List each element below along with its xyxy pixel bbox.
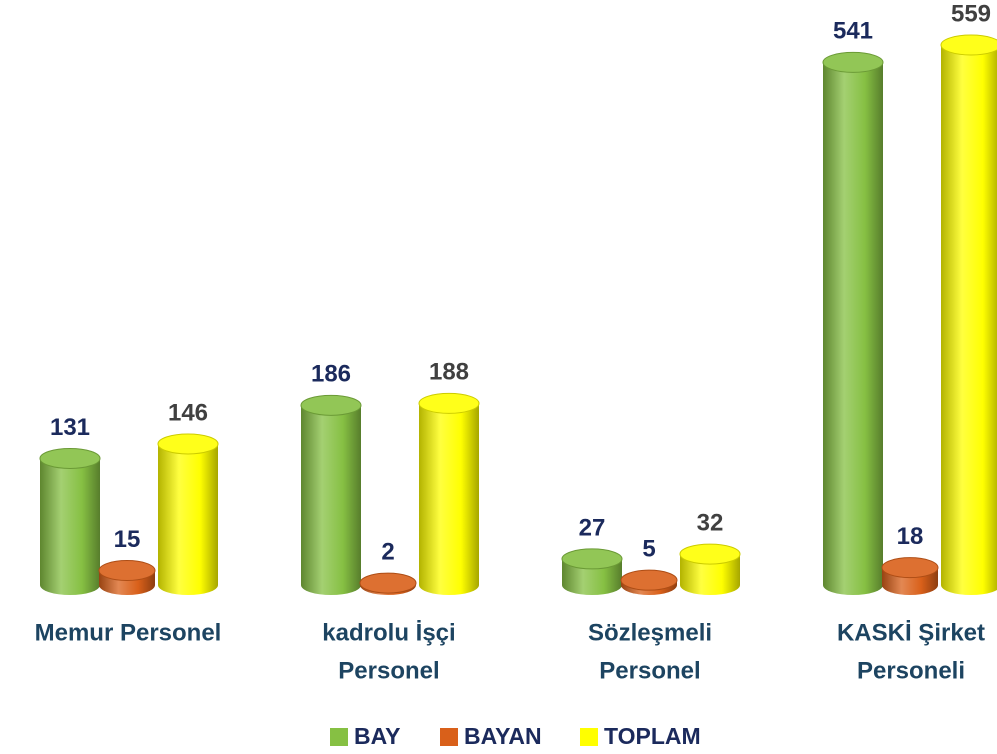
cylinder-body (941, 45, 997, 585)
category-label: Personeli (857, 657, 965, 684)
cylinder-bottom (680, 575, 740, 595)
value-label: 146 (168, 399, 208, 426)
cylinder-top (300, 394, 362, 416)
value-label: 5 (642, 536, 655, 563)
category-label: Memur Personel (35, 619, 222, 646)
cylinder-top (940, 34, 997, 56)
cylinder-bar (418, 392, 480, 595)
cylinder-top (418, 392, 480, 414)
cylinder-bottom (882, 575, 938, 595)
value-label: 186 (311, 361, 351, 388)
category-label: Personel (338, 657, 439, 684)
legend-label: BAY (354, 723, 400, 749)
cylinder-bottom (941, 575, 997, 595)
value-label: 188 (429, 359, 469, 386)
value-label: 541 (833, 18, 873, 45)
cylinder-top (157, 433, 219, 455)
cylinder-bar (940, 34, 997, 595)
cylinder-top (679, 543, 741, 565)
value-label: 559 (951, 0, 991, 27)
cylinder-top (39, 447, 101, 469)
value-label: 15 (114, 526, 141, 553)
cylinder-top (620, 569, 678, 591)
cylinder-bar (300, 394, 362, 595)
cylinder-body (419, 403, 479, 585)
cylinder-bar (822, 51, 884, 595)
cylinder-bar (561, 548, 623, 595)
cylinder-top (822, 51, 884, 73)
cylinder-bar (98, 560, 156, 595)
cylinder-bar (679, 543, 741, 595)
legend-swatch (580, 728, 598, 746)
cylinder-body (301, 405, 361, 585)
value-label: 27 (579, 514, 606, 541)
cylinder-bottom (158, 575, 218, 595)
cylinder-top (561, 548, 623, 570)
category-label: Sözleşmeli (588, 619, 712, 646)
cylinder-top (98, 560, 156, 582)
cylinder-body (40, 458, 100, 585)
cylinder-bottom (99, 575, 155, 595)
cylinder-body (823, 62, 883, 586)
cylinder-bottom (301, 575, 361, 595)
value-label: 131 (50, 414, 90, 441)
legend-swatch (440, 728, 458, 746)
cylinder-body (158, 443, 218, 585)
legend-label: TOPLAM (604, 723, 701, 749)
cylinder-bar (39, 447, 101, 595)
cylinder-top (359, 572, 417, 594)
cylinder-top (881, 557, 939, 579)
cylinder-bar (881, 557, 939, 595)
category-label: KASKİ Şirket (837, 619, 985, 646)
cylinder-bar (359, 572, 417, 595)
category-label: kadrolu İşçi (322, 619, 455, 646)
cylinder-bottom (419, 575, 479, 595)
category-label: Personel (599, 657, 700, 684)
value-label: 2 (381, 538, 394, 565)
legend-swatch (330, 728, 348, 746)
value-label: 32 (697, 509, 724, 536)
value-label: 18 (897, 523, 924, 550)
cylinder-bottom (562, 575, 622, 595)
cylinder-bar (620, 569, 678, 595)
legend-label: BAYAN (464, 723, 542, 749)
cylinder-bottom (823, 575, 883, 595)
cylinder-bar (157, 433, 219, 595)
cylinder-bottom (40, 575, 100, 595)
